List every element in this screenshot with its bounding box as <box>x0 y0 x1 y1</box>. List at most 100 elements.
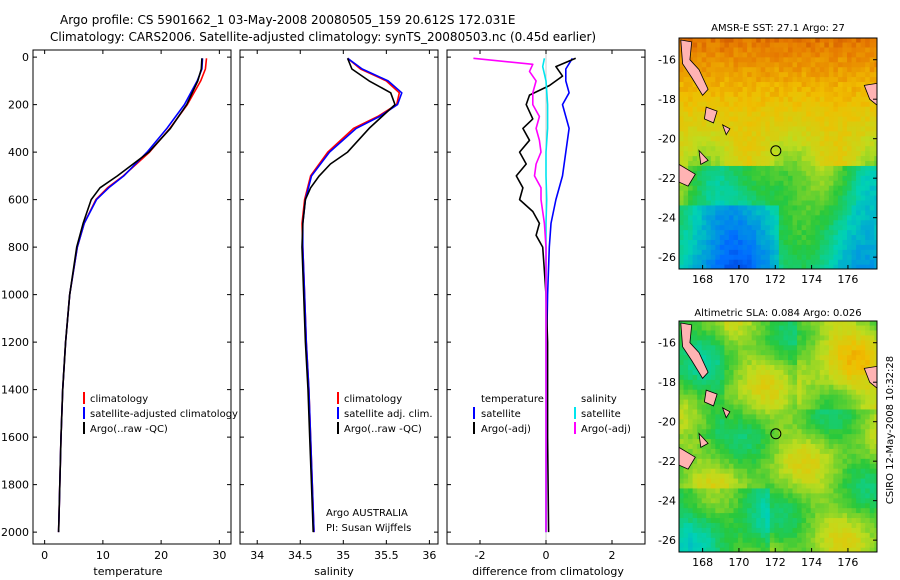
map-cell <box>865 418 871 425</box>
map-cell <box>869 324 875 331</box>
map-cell <box>801 199 807 206</box>
map-cell <box>824 477 830 484</box>
map-cell <box>842 408 848 415</box>
map-cell <box>828 160 834 166</box>
map-cell <box>787 527 794 533</box>
map-cell <box>810 542 816 548</box>
map-cell <box>697 219 703 226</box>
map-cell <box>792 339 798 346</box>
map-cell <box>774 214 780 221</box>
map-cell <box>869 209 875 216</box>
map-cell <box>774 140 780 147</box>
map-cell <box>692 219 698 226</box>
map-cell <box>847 517 853 523</box>
map-cell <box>728 155 735 162</box>
map-cell <box>824 418 830 425</box>
map-cell <box>806 91 812 97</box>
map-cell <box>774 239 780 245</box>
map-cell <box>778 492 785 499</box>
map-cell <box>819 259 825 265</box>
map-cell <box>719 150 726 157</box>
map-cell <box>765 91 771 97</box>
map-cell <box>778 321 785 326</box>
map-cell <box>810 349 816 356</box>
map-cell <box>697 199 703 206</box>
map-cell <box>819 418 825 425</box>
map-cell <box>815 101 821 107</box>
map-cell <box>756 111 762 117</box>
map-cell <box>769 344 775 351</box>
map-cell <box>756 229 762 236</box>
map-cell <box>847 204 853 211</box>
map-cell <box>769 135 775 142</box>
map-cell <box>701 130 707 137</box>
map-cell <box>787 334 794 341</box>
map-cell <box>728 413 735 420</box>
map-cell <box>742 194 748 201</box>
map-cell <box>692 542 698 548</box>
map-cell <box>701 46 707 53</box>
map-cell <box>760 224 766 231</box>
map-cell <box>837 214 844 221</box>
map-cell <box>824 81 830 87</box>
map-cell <box>842 51 848 58</box>
map-cell <box>792 482 798 489</box>
map-cell <box>851 502 857 509</box>
map-cell <box>860 150 866 157</box>
map-cell <box>697 135 703 142</box>
map-cell <box>692 140 698 147</box>
map-cell <box>865 56 871 63</box>
map-cell <box>833 398 839 405</box>
map-cell <box>815 473 821 479</box>
map-cell <box>701 324 707 331</box>
map-cell <box>851 101 857 107</box>
map-cell <box>860 239 866 245</box>
map-cell <box>697 160 703 166</box>
map-cell <box>765 423 771 430</box>
map-cell <box>742 394 748 400</box>
map-cell <box>828 180 834 186</box>
map-cell <box>774 482 780 489</box>
land-polygon <box>679 163 696 187</box>
map-cell <box>778 532 785 538</box>
map-cell <box>679 344 685 351</box>
map-cell <box>837 165 844 171</box>
map-cell <box>847 339 853 346</box>
map-cell <box>774 41 780 48</box>
map-cell <box>787 344 794 351</box>
map-cell <box>710 259 716 265</box>
difference-axis-label: difference from climatology <box>472 565 624 578</box>
map-cell <box>783 199 789 206</box>
map-cell <box>783 175 789 181</box>
map-cell <box>783 115 789 122</box>
map-cell <box>751 204 757 211</box>
map-cell <box>842 389 848 395</box>
map-cell <box>819 101 825 107</box>
map-cell <box>756 418 762 425</box>
map-cell <box>815 259 821 265</box>
map-cell <box>760 264 766 269</box>
map-cell <box>756 76 762 83</box>
map-cell <box>742 135 748 142</box>
map-cell <box>733 517 739 523</box>
map-cell <box>847 537 853 543</box>
map-cell <box>815 86 821 92</box>
map-cell <box>751 443 757 449</box>
map-cell <box>860 364 866 370</box>
map-cell <box>856 374 862 380</box>
map-cell <box>865 492 871 499</box>
map-cell <box>783 229 789 236</box>
map-cell <box>747 165 753 171</box>
map-cell <box>715 160 721 166</box>
map-cell <box>747 492 753 499</box>
temperature-x-tick-label: 10 <box>96 549 110 562</box>
map-cell <box>728 492 735 499</box>
map-cell <box>769 219 775 226</box>
map-cell <box>733 190 739 196</box>
map-cell <box>728 38 735 43</box>
map-cell <box>783 155 789 162</box>
map-cell <box>787 408 794 415</box>
map-cell <box>792 120 798 127</box>
map-cell <box>760 408 766 415</box>
map-cell <box>728 512 735 519</box>
